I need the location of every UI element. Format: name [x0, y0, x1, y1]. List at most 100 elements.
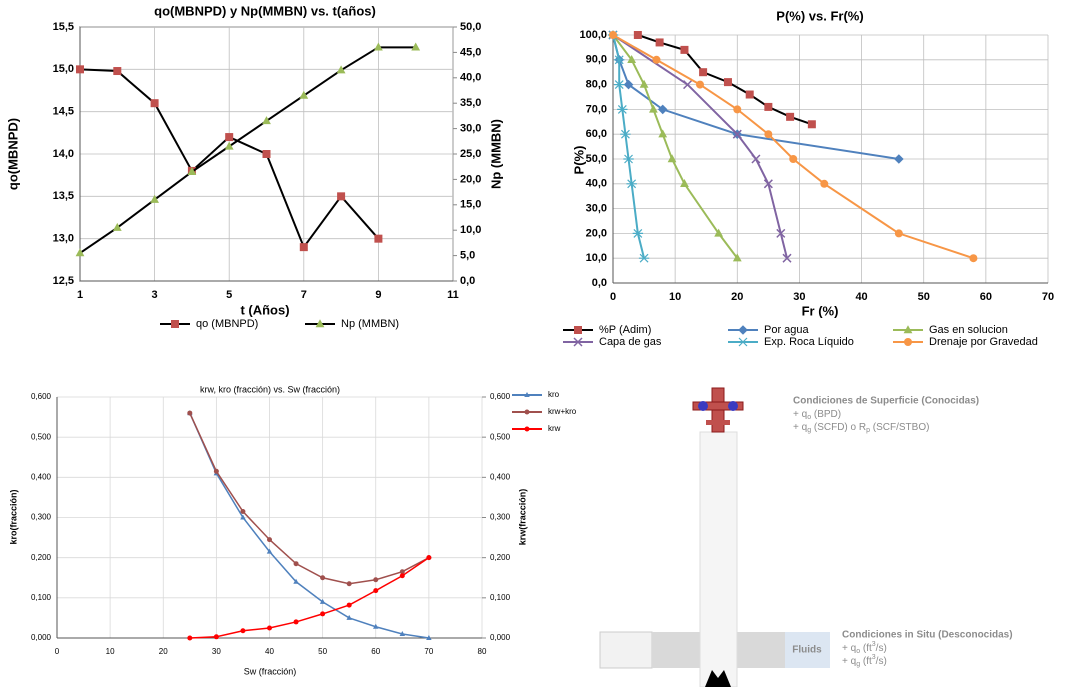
marker — [969, 254, 977, 262]
legend-label: Exp. Roca Líquido — [764, 336, 854, 348]
formation-left — [600, 632, 652, 668]
y2-tick-label: 5,0 — [460, 250, 475, 262]
marker — [724, 78, 732, 86]
y-tick-label: 0,0 — [592, 277, 607, 289]
marker — [240, 509, 245, 514]
y-tick-label: 90,0 — [586, 54, 607, 66]
y2-tick-label: 35,0 — [460, 97, 481, 109]
legend-label: Capa de gas — [599, 336, 662, 348]
marker — [320, 611, 325, 616]
y2-tick-label: 50,0 — [460, 21, 481, 33]
x-tick-label: 10 — [669, 291, 681, 303]
marker — [895, 229, 903, 237]
text-segment: (SCF/STBO) — [870, 422, 929, 433]
x-tick-label: 40 — [855, 291, 867, 303]
x-tick-label: 40 — [265, 647, 274, 656]
marker — [294, 561, 299, 566]
marker — [337, 192, 345, 200]
x-tick-label: 11 — [447, 289, 459, 301]
chart-title: krw, kro (fracción) vs. Sw (fracción) — [200, 384, 340, 394]
x-tick-label: 70 — [1042, 291, 1054, 303]
marker — [696, 81, 704, 89]
wellbore — [700, 432, 737, 687]
y-tick-label: 14,0 — [53, 148, 74, 160]
condition-line: + qg (ft3/s) — [842, 654, 887, 668]
marker — [374, 235, 382, 243]
y-tick-label: 100,0 — [579, 29, 607, 41]
y-tick-label: 10,0 — [586, 252, 607, 264]
marker — [574, 326, 582, 334]
fluids-label: Fluids — [792, 645, 822, 656]
x-tick-label: 0 — [55, 647, 60, 656]
y2-tick-label: 0,600 — [490, 392, 511, 401]
condition-line: + qo (BPD) — [793, 409, 841, 422]
y2-tick-label: 15,0 — [460, 199, 481, 211]
marker — [680, 46, 688, 54]
marker — [113, 67, 121, 75]
y-tick-label: 0,100 — [31, 593, 52, 602]
marker — [653, 56, 661, 64]
y2-tick-label: 45,0 — [460, 46, 481, 58]
condition-line: + qg (SCFD) o Rp (SCF/STBO) — [793, 422, 929, 435]
marker — [294, 619, 299, 624]
x-tick-label: 3 — [152, 289, 158, 301]
x-tick-label: 5 — [226, 289, 232, 301]
marker — [400, 573, 405, 578]
legend-label: Por agua — [764, 324, 810, 336]
marker — [699, 68, 707, 76]
marker — [151, 99, 159, 107]
y-tick-label: 70,0 — [586, 103, 607, 115]
marker — [525, 410, 530, 415]
legend-label: krw — [548, 424, 561, 433]
text-segment: /s) — [876, 643, 887, 654]
text-segment: (BPD) — [811, 409, 841, 420]
legend-label: Np (MMBN) — [341, 318, 399, 330]
marker — [904, 338, 912, 346]
y2-tick-label: 0,500 — [490, 432, 511, 441]
y2-tick-label: 20,0 — [460, 173, 481, 185]
marker — [764, 103, 772, 111]
text-segment: (ft — [860, 643, 872, 654]
marker — [187, 411, 192, 416]
marker — [738, 338, 748, 346]
x-tick-label: 50 — [918, 291, 930, 303]
marker — [171, 320, 179, 328]
x-tick-label: 10 — [106, 647, 115, 656]
legend-label: Drenaje por Gravedad — [929, 336, 1038, 348]
text-segment: + q — [793, 422, 807, 433]
x-axis-label: Fr (%) — [802, 303, 839, 318]
condition-title: Condiciones de Superficie (Conocidas) — [793, 396, 979, 407]
text-segment: + q — [842, 656, 856, 667]
marker — [820, 180, 828, 188]
marker — [808, 120, 816, 128]
marker — [263, 150, 271, 158]
chart-title: P(%) vs. Fr(%) — [776, 8, 863, 23]
marker — [240, 628, 245, 633]
page: Condiciones de Superficie (Conocidas) + q… — [0, 0, 1067, 687]
marker — [733, 105, 741, 113]
marker — [225, 133, 233, 141]
y2-tick-label: 0,0 — [460, 275, 475, 287]
marker — [214, 634, 219, 639]
y-axis-label: qo(MBNPD) — [5, 118, 20, 190]
marker — [76, 65, 84, 73]
y-tick-label: 60,0 — [586, 128, 607, 140]
y2-tick-label: 0,300 — [490, 513, 511, 522]
chart-title: qo(MBNPD) y Np(MMBN) vs. t(años) — [154, 3, 376, 18]
y2-tick-label: 10,0 — [460, 224, 481, 236]
condition-line: + qo (ft3/s) — [842, 641, 887, 655]
y-tick-label: 0,500 — [31, 432, 52, 441]
marker — [525, 427, 530, 432]
wellhead — [693, 388, 743, 432]
y2-axis-label: krw(fracción) — [517, 489, 527, 546]
marker — [347, 603, 352, 608]
x-tick-label: 20 — [731, 291, 743, 303]
x-tick-label: 50 — [318, 647, 327, 656]
y-tick-label: 0,600 — [31, 392, 52, 401]
text-segment: + q — [842, 643, 856, 654]
y-tick-label: 14,5 — [53, 106, 74, 118]
y-tick-label: 40,0 — [586, 178, 607, 190]
marker — [300, 243, 308, 251]
x-tick-label: 60 — [371, 647, 380, 656]
x-axis-label: t (Años) — [240, 302, 289, 317]
